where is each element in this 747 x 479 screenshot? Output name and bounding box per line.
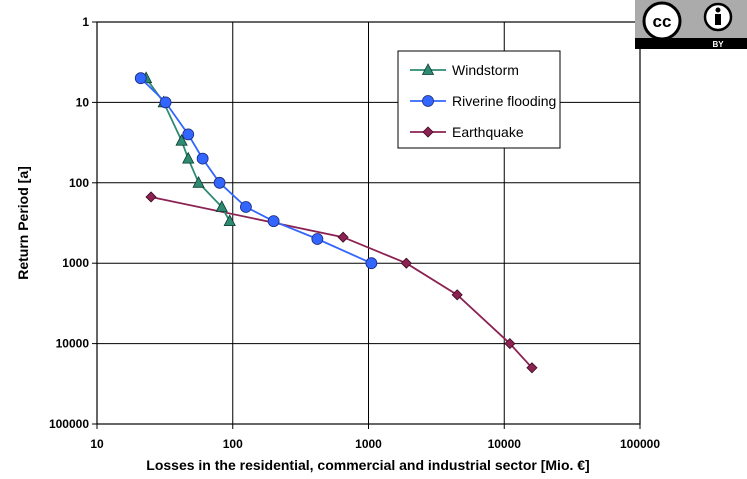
- legend-marker-earthquake: [422, 126, 434, 138]
- by-text: BY: [712, 40, 724, 49]
- windstorm-point: [175, 133, 188, 146]
- riverine-flooding-point: [365, 257, 378, 270]
- earthquake-point: [526, 362, 538, 374]
- windstorm-point: [223, 214, 236, 227]
- y-axis-title: Return Period [a]: [15, 166, 31, 280]
- riverine-flooding-point: [159, 96, 172, 109]
- riverine-flooding-point: [311, 233, 324, 245]
- x-axis-ticks: 10 100 1000 10000 100000: [90, 424, 660, 451]
- x-tick-label: 10000: [488, 437, 522, 451]
- x-tick-label: 10: [90, 437, 104, 451]
- x-tick-label: 100: [223, 437, 243, 451]
- earthquake-point: [400, 257, 412, 269]
- riverine-flooding-point: [134, 72, 147, 85]
- legend-label-earthquake: Earthquake: [452, 124, 524, 140]
- y-tick-label: 1000: [62, 256, 89, 270]
- earthquake-point: [145, 191, 157, 203]
- riverine-flooding-point: [182, 128, 195, 141]
- riverine-flooding-point: [213, 176, 226, 189]
- riverine-flooding-series: [134, 72, 378, 270]
- legend-label-windstorm: Windstorm: [452, 62, 519, 78]
- data-series: [134, 71, 538, 374]
- cc-by-license-badge: cc BY: [635, 0, 747, 49]
- y-tick-label: 100: [69, 176, 89, 190]
- earthquake-line: [150, 196, 533, 369]
- riverine-flooding-point: [240, 201, 252, 213]
- legend-label-riverine-flooding: Riverine flooding: [452, 93, 556, 109]
- earthquake-point: [451, 289, 463, 301]
- earthquake-point: [337, 231, 349, 243]
- x-tick-label: 100000: [620, 437, 660, 451]
- x-axis-title: Losses in the residential, commercial an…: [146, 457, 589, 473]
- legend: Windstorm Riverine flooding Earthquake: [397, 50, 561, 149]
- y-tick-label: 10: [76, 95, 90, 109]
- y-tick-label: 1: [82, 15, 89, 29]
- windstorm-point: [215, 200, 228, 212]
- legend-marker-windstorm: [421, 63, 435, 75]
- y-tick-label: 100000: [49, 417, 89, 431]
- y-tick-label: 10000: [56, 337, 90, 351]
- attribution-icon-body: [715, 14, 721, 25]
- windstorm-point: [192, 175, 205, 188]
- riverine-flooding-point: [267, 215, 280, 228]
- y-axis-ticks: 1 10 100 1000 10000 100000: [49, 15, 97, 431]
- earthquake-series: [145, 191, 538, 374]
- cc-icon: [642, 1, 682, 41]
- legend-marker-riverine-flooding: [422, 95, 434, 107]
- earthquake-point: [504, 338, 516, 350]
- x-tick-label: 1000: [355, 437, 382, 451]
- cc-icon-text: cc: [653, 12, 672, 31]
- riverine-flooding-point: [196, 152, 209, 165]
- windstorm-point: [182, 151, 195, 164]
- attribution-icon-head: [715, 7, 721, 13]
